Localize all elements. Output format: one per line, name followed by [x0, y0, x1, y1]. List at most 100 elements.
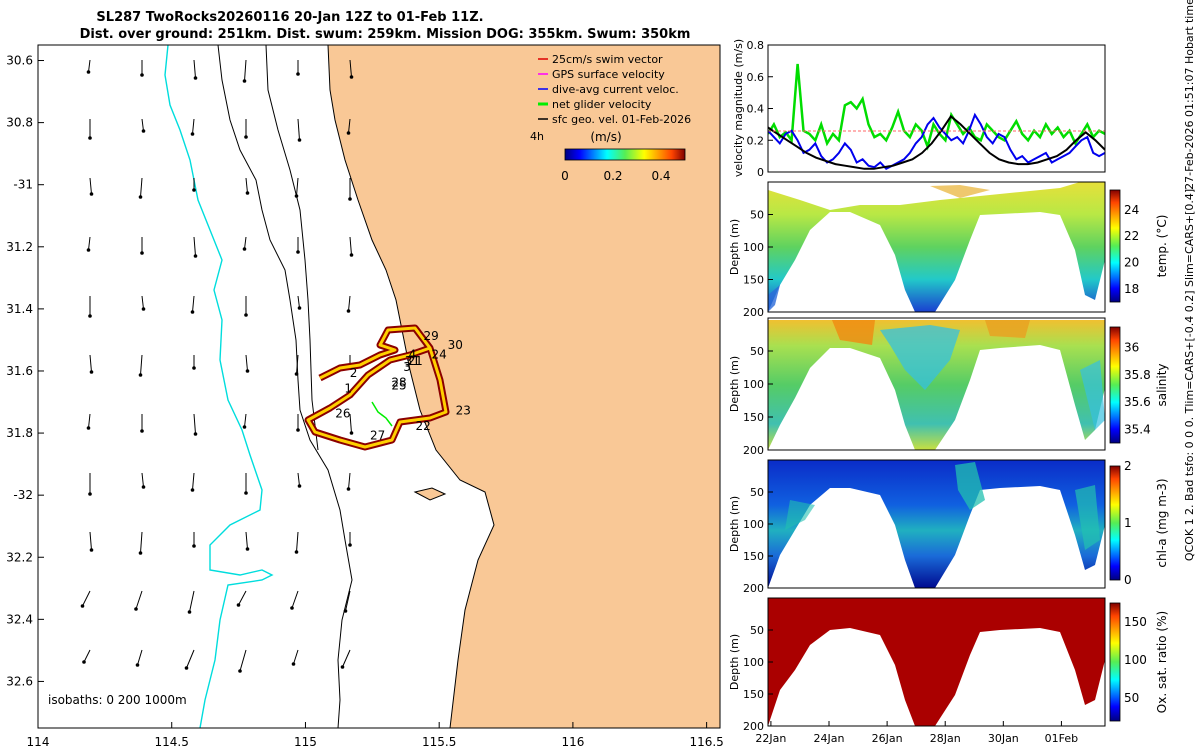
geo-velocity-arrowhead	[346, 309, 351, 313]
velocity-y-tick-label: 0	[757, 166, 764, 179]
geo-velocity-arrow	[345, 590, 351, 612]
colorbar-tick-label: 0.4	[651, 169, 670, 183]
isobath-200m	[217, 45, 353, 728]
geo-velocity-arrowhead	[238, 669, 242, 673]
track-label: 4	[409, 348, 417, 362]
depth-tick-label: 150	[743, 411, 764, 424]
track-label: 30	[448, 338, 463, 352]
map-y-tick-label: 32.6	[6, 674, 33, 688]
isobath-shallow	[265, 45, 319, 451]
velocity-panel	[768, 45, 1105, 172]
side-text-bottom: QCOK 1 2. Bad tsfo: 0 0 0. Tlim=CARS+[-0…	[1183, 189, 1196, 561]
colorbar-tick-label: 100	[1124, 653, 1147, 667]
colorbar-side-label: 4h	[530, 130, 544, 143]
geo-velocity-arrowhead	[294, 372, 299, 376]
legend-entry: net glider velocity	[552, 98, 652, 111]
depth-tick-label: 150	[743, 550, 764, 563]
colorbar-tick-label: 36	[1124, 340, 1139, 354]
time-tick-label: 24Jan	[814, 732, 845, 745]
geo-velocity-arrow	[244, 59, 247, 82]
geo-velocity-arrowhead	[190, 310, 195, 314]
map-y-tick-label: 30.6	[6, 54, 33, 68]
legend-entry: GPS surface velocity	[552, 68, 665, 81]
chla-panel	[768, 460, 1105, 588]
track-label: 21	[407, 354, 422, 368]
time-tick-label: 01Feb	[1045, 732, 1078, 745]
geo-velocity-arrow	[82, 590, 91, 607]
section-colorbar	[1109, 189, 1121, 303]
geo-velocity-arrow	[348, 118, 351, 134]
colorbar-tick-label: 18	[1124, 282, 1139, 296]
geo-velocity-arrow	[192, 295, 195, 313]
velocity-series-0	[768, 63, 1105, 151]
geo-velocity-arrowhead	[88, 314, 92, 318]
colorbar-tick-label: 2	[1124, 459, 1132, 473]
geo-velocity-arrow	[349, 413, 352, 434]
depth-axis-label: Depth (m)	[728, 634, 741, 690]
colorbar-tick-label: 24	[1124, 203, 1139, 217]
geo-velocity-arrowhead	[297, 484, 302, 488]
velocity-series-1	[768, 112, 1105, 171]
depth-tick-label: 50	[750, 486, 764, 499]
velocity-y-tick-label: 0.6	[747, 71, 765, 84]
section-colorbar	[1109, 465, 1121, 581]
map-y-tick-label: -32	[13, 488, 33, 502]
track-label: 2	[350, 366, 358, 380]
track-label: 23	[456, 403, 471, 417]
geo-velocity-arrow	[140, 531, 143, 554]
sfc-velocity-arrows	[80, 59, 354, 673]
salinity-panel	[768, 318, 1105, 450]
velocity-ylabel: velocity magnitude (m/s)	[732, 39, 745, 177]
geo-velocity-arrow	[297, 295, 300, 309]
depth-tick-label: 150	[743, 274, 764, 287]
geo-velocity-arrowhead	[190, 132, 195, 136]
geo-velocity-arrow	[297, 472, 300, 487]
velocity-y-tick-label: 0.4	[747, 103, 765, 116]
geo-velocity-arrowhead	[346, 131, 351, 135]
colorbar-tick-label: 22	[1124, 229, 1139, 243]
map-x-tick-label: 115.5	[422, 735, 456, 749]
track-label: 22	[415, 419, 430, 433]
track-label: 31	[405, 354, 420, 368]
colorbar-label: salinity	[1155, 363, 1169, 406]
geo-velocity-arrow	[244, 236, 247, 250]
geo-velocity-arrow	[192, 472, 195, 491]
geo-velocity-arrowhead	[242, 247, 247, 251]
geo-velocity-arrowhead	[244, 491, 248, 495]
geo-velocity-arrowhead	[192, 188, 196, 192]
geo-velocity-arrow	[141, 472, 144, 488]
geo-velocity-arrow	[348, 472, 351, 490]
geo-velocity-arrowhead	[138, 551, 143, 555]
geo-velocity-arrow	[89, 354, 92, 373]
temp-panel	[768, 182, 1105, 312]
map-x-tick-label: 115	[294, 735, 317, 749]
geo-velocity-arrow	[88, 236, 91, 251]
geo-velocity-arrowhead	[244, 313, 248, 317]
section-colorbar	[1109, 602, 1121, 722]
map-title-line2: Dist. over ground: 251km. Dist. swum: 25…	[80, 27, 691, 42]
section-colorbar	[1109, 326, 1121, 444]
colorbar-tick-label: 0	[1124, 573, 1132, 587]
geo-velocity-arrow	[189, 590, 195, 613]
map-y-tick-label: 32.2	[6, 550, 33, 564]
geo-velocity-arrow	[238, 590, 247, 606]
map-x-tick-label: 116	[561, 735, 584, 749]
geo-velocity-arrowhead	[140, 73, 144, 77]
geo-velocity-arrowhead	[244, 135, 248, 139]
geo-velocity-arrow	[83, 649, 91, 663]
track-label: 28	[391, 376, 406, 390]
geo-velocity-arrowhead	[141, 307, 146, 311]
geo-velocity-arrowhead	[340, 665, 345, 669]
depth-tick-label: 50	[750, 624, 764, 637]
legend-entry: 25cm/s swim vector	[552, 53, 663, 66]
geo-velocity-arrow	[141, 118, 144, 132]
geo-velocity-arrowhead	[140, 429, 144, 433]
time-tick-label: 26Jan	[872, 732, 903, 745]
geo-velocity-arrow	[141, 295, 144, 310]
depth-tick-label: 200	[743, 444, 764, 457]
geo-velocity-arrowhead	[89, 548, 94, 552]
geo-velocity-arrowhead	[88, 136, 92, 140]
geo-velocity-arrow	[244, 413, 247, 428]
geo-velocity-arrow	[89, 177, 92, 195]
